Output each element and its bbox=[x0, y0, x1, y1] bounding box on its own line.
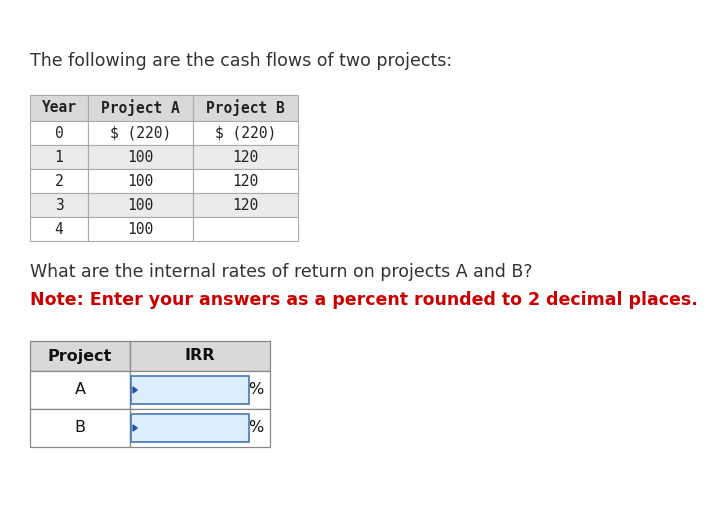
Bar bbox=[193, 169, 298, 193]
Bar bbox=[88, 95, 193, 121]
Bar bbox=[30, 121, 88, 145]
Text: %: % bbox=[248, 383, 264, 397]
Text: 120: 120 bbox=[232, 150, 259, 164]
Text: Note: Enter your answers as a percent rounded to 2 decimal places.: Note: Enter your answers as a percent ro… bbox=[30, 291, 698, 309]
Bar bbox=[130, 341, 270, 371]
Bar bbox=[88, 193, 193, 217]
Bar bbox=[30, 341, 130, 371]
Bar bbox=[130, 409, 270, 447]
Text: $ (220): $ (220) bbox=[110, 125, 171, 141]
Text: 100: 100 bbox=[128, 197, 154, 213]
Text: 100: 100 bbox=[128, 150, 154, 164]
Text: 100: 100 bbox=[128, 222, 154, 236]
Bar bbox=[193, 217, 298, 241]
Text: 3: 3 bbox=[55, 197, 63, 213]
Text: Project B: Project B bbox=[206, 100, 285, 117]
Bar bbox=[131, 376, 249, 404]
Bar bbox=[30, 371, 130, 409]
Bar bbox=[131, 414, 249, 442]
Text: B: B bbox=[74, 421, 86, 436]
Text: $ (220): $ (220) bbox=[215, 125, 276, 141]
Polygon shape bbox=[133, 387, 137, 393]
Bar bbox=[88, 145, 193, 169]
Text: 0: 0 bbox=[55, 125, 63, 141]
Text: 120: 120 bbox=[232, 173, 259, 188]
Bar bbox=[88, 217, 193, 241]
Text: The following are the cash flows of two projects:: The following are the cash flows of two … bbox=[30, 52, 452, 70]
Bar bbox=[88, 121, 193, 145]
Text: A: A bbox=[74, 383, 86, 397]
Bar bbox=[30, 409, 130, 447]
Bar bbox=[88, 169, 193, 193]
Text: Project A: Project A bbox=[101, 100, 180, 117]
Text: 100: 100 bbox=[128, 173, 154, 188]
Bar bbox=[130, 371, 270, 409]
Bar bbox=[30, 193, 88, 217]
Bar bbox=[193, 121, 298, 145]
Bar bbox=[30, 169, 88, 193]
Text: Year: Year bbox=[42, 100, 76, 116]
Text: 120: 120 bbox=[232, 197, 259, 213]
Text: 2: 2 bbox=[55, 173, 63, 188]
Bar bbox=[30, 95, 88, 121]
Bar bbox=[30, 217, 88, 241]
Text: 4: 4 bbox=[55, 222, 63, 236]
Bar bbox=[193, 95, 298, 121]
Text: Project: Project bbox=[48, 349, 112, 363]
Bar bbox=[193, 193, 298, 217]
Bar bbox=[30, 145, 88, 169]
Polygon shape bbox=[133, 425, 137, 431]
Text: 1: 1 bbox=[55, 150, 63, 164]
Text: IRR: IRR bbox=[185, 349, 216, 363]
Bar bbox=[193, 145, 298, 169]
Text: What are the internal rates of return on projects A and B?: What are the internal rates of return on… bbox=[30, 263, 533, 281]
Text: %: % bbox=[248, 421, 264, 436]
